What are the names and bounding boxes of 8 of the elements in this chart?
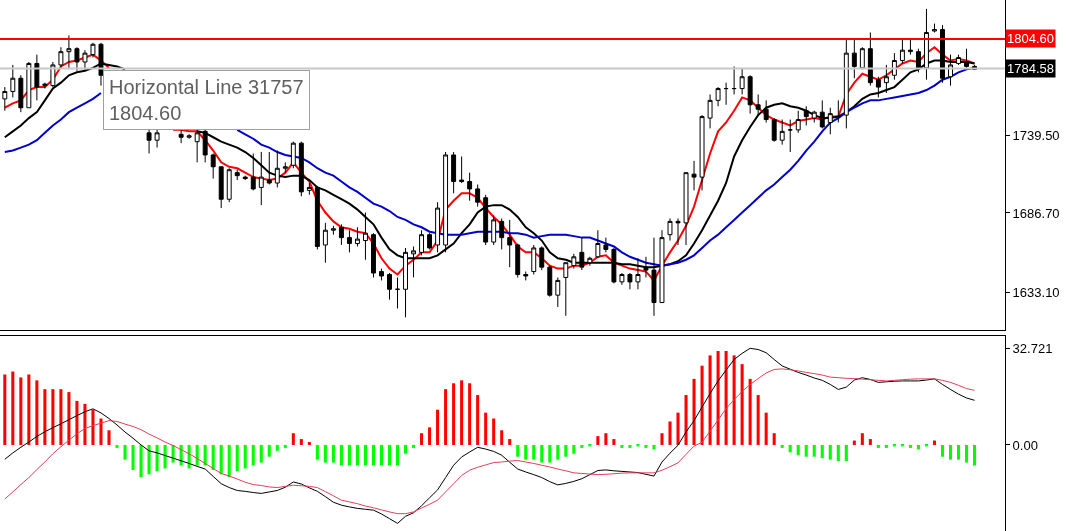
y-tick-label: 32.721 xyxy=(1012,341,1053,357)
y-tick-label: 1633.10 xyxy=(1012,284,1060,300)
ref-line-label: 1804.60 xyxy=(1007,31,1054,46)
y-tick-label: 0.00 xyxy=(1012,437,1038,453)
y-tick-label: 1739.50 xyxy=(1012,127,1060,143)
ref-line-label: 1784.58 xyxy=(1007,61,1054,76)
y-tick-label: 1686.70 xyxy=(1012,205,1060,221)
annotation: Horizontal Line 31757 1804.60 xyxy=(109,76,304,124)
